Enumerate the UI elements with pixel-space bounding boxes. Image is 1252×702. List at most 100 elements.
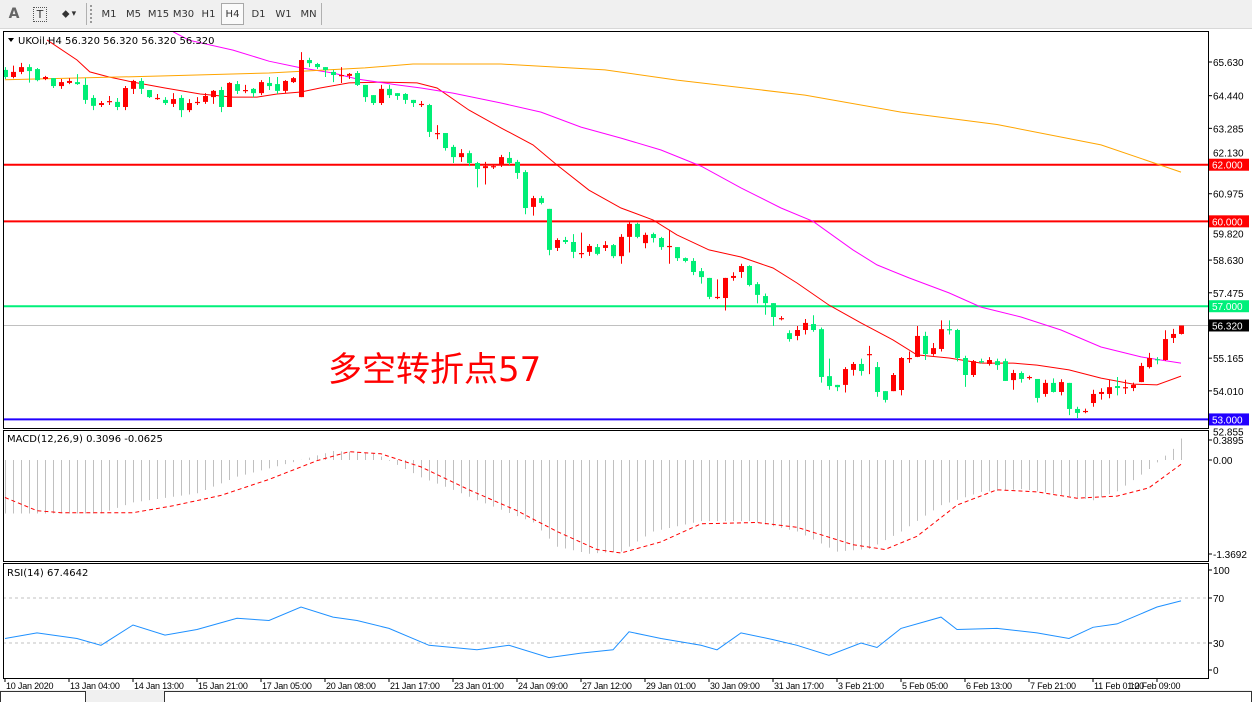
rsi-axis-label: 30 bbox=[1213, 639, 1225, 650]
candle-bullish bbox=[155, 93, 160, 100]
candle-body bbox=[467, 153, 472, 164]
candle-bearish bbox=[1003, 358, 1008, 381]
timeframe-m30[interactable]: M30 bbox=[172, 8, 195, 20]
candle-body bbox=[459, 153, 464, 158]
candle-body bbox=[955, 330, 960, 359]
text-A-icon[interactable]: A bbox=[8, 6, 20, 22]
candle-body bbox=[275, 84, 280, 91]
candle-body bbox=[243, 90, 248, 92]
candle-body bbox=[147, 90, 152, 98]
timeframe-h4[interactable]: H4 bbox=[221, 3, 244, 25]
candle-body bbox=[595, 247, 600, 254]
candle-body bbox=[531, 198, 536, 207]
candle-body bbox=[667, 245, 672, 248]
candle-body bbox=[187, 103, 192, 111]
candle-body bbox=[259, 82, 264, 94]
timeframe-m1[interactable]: M1 bbox=[101, 8, 117, 20]
candle-bearish bbox=[595, 243, 600, 256]
arrows-dropdown-icon[interactable]: ⬥ ▾ bbox=[55, 3, 83, 25]
time-axis-label: 14 Jan 13:00 bbox=[134, 681, 184, 690]
macd-axis-label: -1.3692 bbox=[1213, 550, 1247, 561]
candle-body bbox=[323, 67, 328, 70]
candle-body bbox=[579, 253, 584, 255]
chart-window[interactable]: 多空转折点57 65.630 64.440 63.285 62.130 60.975 59.… bbox=[0, 29, 1252, 690]
candle-body bbox=[1123, 387, 1128, 389]
candle-body bbox=[707, 277, 712, 297]
dropdown-caret: ▾ bbox=[71, 9, 77, 19]
chart-tab[interactable] bbox=[0, 691, 86, 702]
candle-bullish bbox=[939, 320, 944, 352]
candle-body bbox=[947, 329, 952, 331]
candle-bearish bbox=[747, 265, 752, 287]
time-axis-label: 3 Feb 21:00 bbox=[838, 681, 884, 690]
timeframe-d1[interactable]: D1 bbox=[251, 8, 266, 20]
candle-body bbox=[635, 223, 640, 237]
candle-body bbox=[1011, 373, 1016, 381]
candle-body bbox=[603, 245, 608, 248]
chart-tab[interactable] bbox=[164, 691, 1252, 702]
candle-bullish bbox=[347, 73, 352, 79]
candle-body bbox=[1163, 339, 1168, 360]
candle-bearish bbox=[523, 170, 528, 215]
candle-bullish bbox=[779, 316, 784, 321]
candle-body bbox=[819, 329, 824, 377]
candle-body bbox=[923, 335, 928, 355]
candle-body bbox=[1091, 393, 1096, 404]
candle-body bbox=[547, 208, 552, 250]
candle-bearish bbox=[411, 99, 416, 107]
candle-body bbox=[427, 105, 432, 132]
toolbar-separator bbox=[86, 3, 87, 25]
timeframe-m15[interactable]: M15 bbox=[147, 8, 170, 20]
candle-body bbox=[51, 78, 56, 87]
candle-body bbox=[91, 97, 96, 106]
candle-body bbox=[1027, 376, 1032, 379]
candle-bullish bbox=[803, 318, 808, 335]
candle-bullish bbox=[99, 101, 104, 107]
candle-body bbox=[371, 95, 376, 104]
macd-signal-line bbox=[4, 451, 1182, 554]
candle-bearish bbox=[707, 277, 712, 300]
candle-bullish bbox=[603, 241, 608, 252]
candle-body bbox=[867, 354, 872, 356]
candle-body bbox=[715, 296, 720, 299]
candle-body bbox=[1003, 361, 1008, 381]
rsi-pane bbox=[3, 597, 1208, 659]
candle-body bbox=[739, 266, 744, 272]
rsi-line bbox=[4, 600, 1182, 659]
candle-bearish bbox=[883, 391, 888, 403]
time-axis-label: 30 Jan 09:00 bbox=[710, 681, 760, 690]
candle-body bbox=[115, 101, 120, 107]
candle-bearish bbox=[539, 195, 544, 205]
timeframe-w1[interactable]: W1 bbox=[275, 8, 292, 20]
toolbar-grip[interactable] bbox=[90, 5, 94, 23]
text-label-icon[interactable]: T bbox=[30, 3, 50, 25]
candle-bearish bbox=[355, 71, 360, 87]
candle-bearish bbox=[683, 257, 688, 263]
candle-bullish bbox=[1179, 325, 1184, 335]
candle-body bbox=[875, 367, 880, 392]
candle-bullish bbox=[435, 125, 440, 140]
candle-bearish bbox=[147, 90, 152, 98]
candle-body bbox=[515, 161, 520, 173]
timeframe-m5[interactable]: M5 bbox=[126, 8, 141, 20]
candle-bearish bbox=[1035, 378, 1040, 403]
candle-body bbox=[675, 247, 680, 259]
candle-bullish bbox=[587, 243, 592, 256]
candle-bearish bbox=[91, 95, 96, 111]
candle-bearish bbox=[699, 268, 704, 284]
price-pane-border bbox=[3, 31, 1209, 429]
timeframe-h1[interactable]: H1 bbox=[201, 8, 216, 20]
moving-average-slow bbox=[4, 63, 1182, 173]
macd-pane bbox=[4, 438, 1182, 554]
candle-body bbox=[291, 78, 296, 83]
candle-body bbox=[1107, 387, 1112, 394]
candle-body bbox=[979, 361, 984, 363]
time-axis-label: 24 Jan 09:00 bbox=[518, 681, 568, 690]
timeframe-mn[interactable]: MN bbox=[300, 8, 317, 20]
candle-bullish bbox=[1139, 362, 1144, 383]
candle-body bbox=[523, 172, 528, 209]
chart-title: UKOil,H4 56.320 56.320 56.320 56.320 bbox=[18, 36, 215, 47]
candle-bearish bbox=[859, 358, 864, 376]
candle-body bbox=[283, 80, 288, 91]
candle-body bbox=[171, 99, 176, 104]
